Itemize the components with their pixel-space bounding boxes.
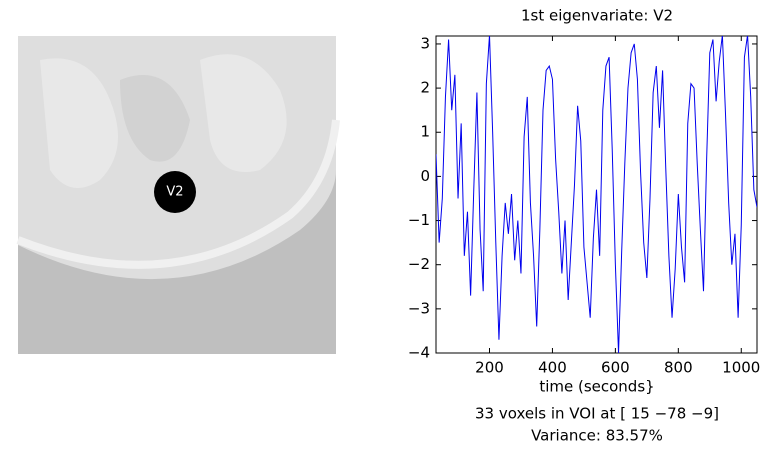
y-tick-label: −1 (408, 211, 430, 229)
y-tick-label: 2 (420, 79, 430, 97)
note: 33 voxels in VOI at [ 15 −78 −9] (475, 405, 719, 423)
brain-image (16, 36, 340, 354)
y-tick-label: −3 (408, 299, 430, 317)
x-tick-label: 200 (475, 359, 504, 377)
y-tick-label: 0 (420, 167, 430, 185)
note: Variance: 83.57% (531, 427, 663, 445)
y-tick-label: −4 (408, 344, 430, 362)
x-tick-label: 400 (538, 359, 567, 377)
x-tick-label: 800 (664, 359, 693, 377)
plot-frame (435, 35, 758, 354)
chart-title: 1st eigenvariate: V2 (521, 7, 673, 25)
y-tick-label: 1 (420, 123, 430, 141)
x-tick-label: 600 (601, 359, 630, 377)
voi-label: V2 (166, 185, 183, 200)
x-tick-label: 1000 (722, 359, 760, 377)
y-tick-label: 3 (420, 34, 430, 52)
x-axis-label: time (seconds} (539, 378, 654, 396)
y-tick-label: −2 (408, 255, 430, 273)
series-line (436, 36, 757, 353)
